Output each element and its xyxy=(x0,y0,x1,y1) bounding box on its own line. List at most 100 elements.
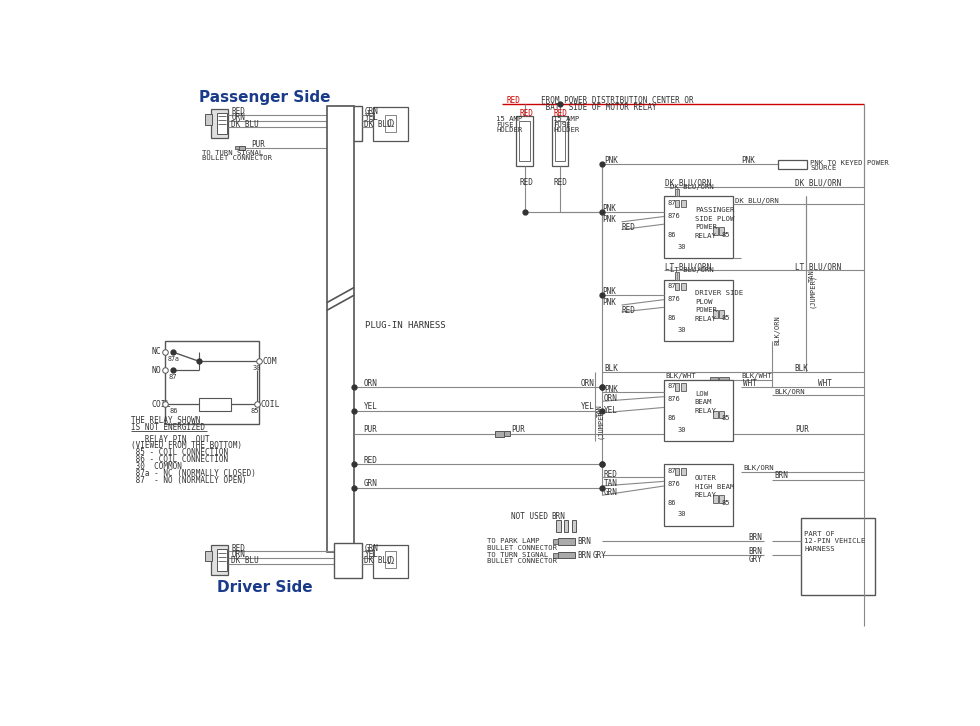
Text: 12-PIN VEHICLE: 12-PIN VEHICLE xyxy=(804,539,865,544)
Text: BLK/ORN: BLK/ORN xyxy=(774,389,805,395)
Bar xyxy=(719,311,724,318)
Text: 30: 30 xyxy=(678,427,686,433)
Bar xyxy=(519,121,530,161)
Text: Passenger Side: Passenger Side xyxy=(199,91,331,105)
Bar xyxy=(674,189,679,197)
Bar xyxy=(674,383,679,391)
Text: DK BLU: DK BLU xyxy=(365,556,392,565)
Bar xyxy=(552,116,568,166)
Text: RELAY: RELAY xyxy=(695,492,716,498)
Bar xyxy=(778,160,808,168)
Text: Ω: Ω xyxy=(387,556,394,566)
Text: PLUG-IN HARNESS: PLUG-IN HARNESS xyxy=(366,322,446,330)
Bar xyxy=(504,431,510,436)
Bar xyxy=(334,105,363,141)
Text: DK BLU/ORN: DK BLU/ORN xyxy=(670,184,713,190)
Text: HIGH BEAM: HIGH BEAM xyxy=(695,484,734,490)
Bar xyxy=(674,200,679,207)
Text: FROM POWER DISTRIBUTION CENTER OR: FROM POWER DISTRIBUTION CENTER OR xyxy=(541,97,694,105)
Text: RED: RED xyxy=(520,178,534,187)
Bar xyxy=(553,553,558,558)
Text: OUTER: OUTER xyxy=(695,476,716,481)
Text: 87a - NC (NORMALLY CLOSED): 87a - NC (NORMALLY CLOSED) xyxy=(131,469,256,478)
Text: "BAT" SIDE OF MOTOR RELAY: "BAT" SIDE OF MOTOR RELAY xyxy=(541,102,657,112)
Text: PART OF: PART OF xyxy=(804,531,835,537)
Text: RED: RED xyxy=(506,97,520,105)
Text: BLK/ORN: BLK/ORN xyxy=(774,315,780,345)
Text: COM: COM xyxy=(262,356,276,366)
Text: PNK: PNK xyxy=(604,386,617,394)
Text: RED: RED xyxy=(520,109,534,118)
Text: PNK: PNK xyxy=(741,156,755,165)
Bar xyxy=(165,341,259,425)
Text: GRN: GRN xyxy=(365,107,378,116)
Bar xyxy=(681,383,686,391)
Text: 85: 85 xyxy=(251,408,259,415)
Bar xyxy=(385,115,396,132)
Text: 876: 876 xyxy=(667,396,680,402)
Bar xyxy=(558,552,574,558)
Text: 85: 85 xyxy=(721,500,730,506)
Bar xyxy=(674,468,679,476)
Text: PASSINGER: PASSINGER xyxy=(695,208,734,213)
Text: TAN: TAN xyxy=(597,404,603,417)
Bar xyxy=(205,114,212,125)
Bar xyxy=(373,107,409,141)
Text: PNK: PNK xyxy=(603,287,616,296)
Text: BRN: BRN xyxy=(749,533,762,542)
Text: NOT USED: NOT USED xyxy=(512,513,549,521)
Bar xyxy=(199,398,231,410)
Text: PNK TO KEYED POWER: PNK TO KEYED POWER xyxy=(810,160,889,166)
Text: RED: RED xyxy=(621,223,635,232)
Text: IS NOT ENERGIZED: IS NOT ENERGIZED xyxy=(131,423,205,432)
Bar xyxy=(719,495,724,503)
Bar xyxy=(664,197,733,258)
Text: 87: 87 xyxy=(667,283,675,289)
Text: RED: RED xyxy=(231,544,245,553)
Text: 85 - COIL CONNECTION: 85 - COIL CONNECTION xyxy=(131,449,228,457)
Text: BRN: BRN xyxy=(552,513,565,521)
Text: 30: 30 xyxy=(678,512,686,518)
Text: BRN: BRN xyxy=(749,547,762,556)
Text: TAN: TAN xyxy=(604,479,617,488)
Text: 87: 87 xyxy=(667,383,675,389)
Bar xyxy=(495,431,504,437)
Bar xyxy=(516,116,533,166)
Text: PNK: PNK xyxy=(604,156,617,165)
Text: YEL: YEL xyxy=(365,550,378,559)
Text: PUR: PUR xyxy=(512,425,525,434)
Text: PNK: PNK xyxy=(603,204,616,213)
Text: RED: RED xyxy=(553,178,567,187)
Text: ORN: ORN xyxy=(364,379,377,388)
Text: ORN: ORN xyxy=(604,394,617,404)
Text: DK BLU: DK BLU xyxy=(231,556,259,565)
Bar xyxy=(334,543,363,579)
Text: DRIVER SIDE: DRIVER SIDE xyxy=(695,290,743,296)
Text: SOURCE: SOURCE xyxy=(810,165,837,171)
Text: THE RELAY SHOWN: THE RELAY SHOWN xyxy=(131,416,201,425)
Bar xyxy=(681,282,686,290)
Text: DK BLU/ORN: DK BLU/ORN xyxy=(665,179,711,188)
Bar xyxy=(713,227,717,235)
Text: YEL: YEL xyxy=(604,406,617,415)
Text: PUR: PUR xyxy=(251,140,266,150)
Text: BRN: BRN xyxy=(577,551,591,560)
Text: COIL: COIL xyxy=(261,400,280,409)
Text: SIDE PLOW: SIDE PLOW xyxy=(695,216,734,221)
Bar xyxy=(713,495,717,503)
Text: RED: RED xyxy=(553,109,567,118)
Text: YEL: YEL xyxy=(581,402,595,411)
Text: 86 - COIL CONNECTION: 86 - COIL CONNECTION xyxy=(131,455,228,465)
Text: ORN: ORN xyxy=(581,379,595,388)
Bar xyxy=(713,410,717,418)
Text: LT BLU/ORN: LT BLU/ORN xyxy=(665,262,711,271)
Text: BLK/ORN: BLK/ORN xyxy=(743,465,774,471)
Bar xyxy=(713,311,717,318)
Text: DK BLU: DK BLU xyxy=(365,120,392,129)
Text: TO PARK LAMP: TO PARK LAMP xyxy=(487,539,539,544)
Text: 87: 87 xyxy=(667,200,675,205)
Text: 87: 87 xyxy=(667,468,675,473)
Bar xyxy=(217,113,227,134)
Bar xyxy=(664,280,733,341)
Text: GRY: GRY xyxy=(592,551,607,560)
